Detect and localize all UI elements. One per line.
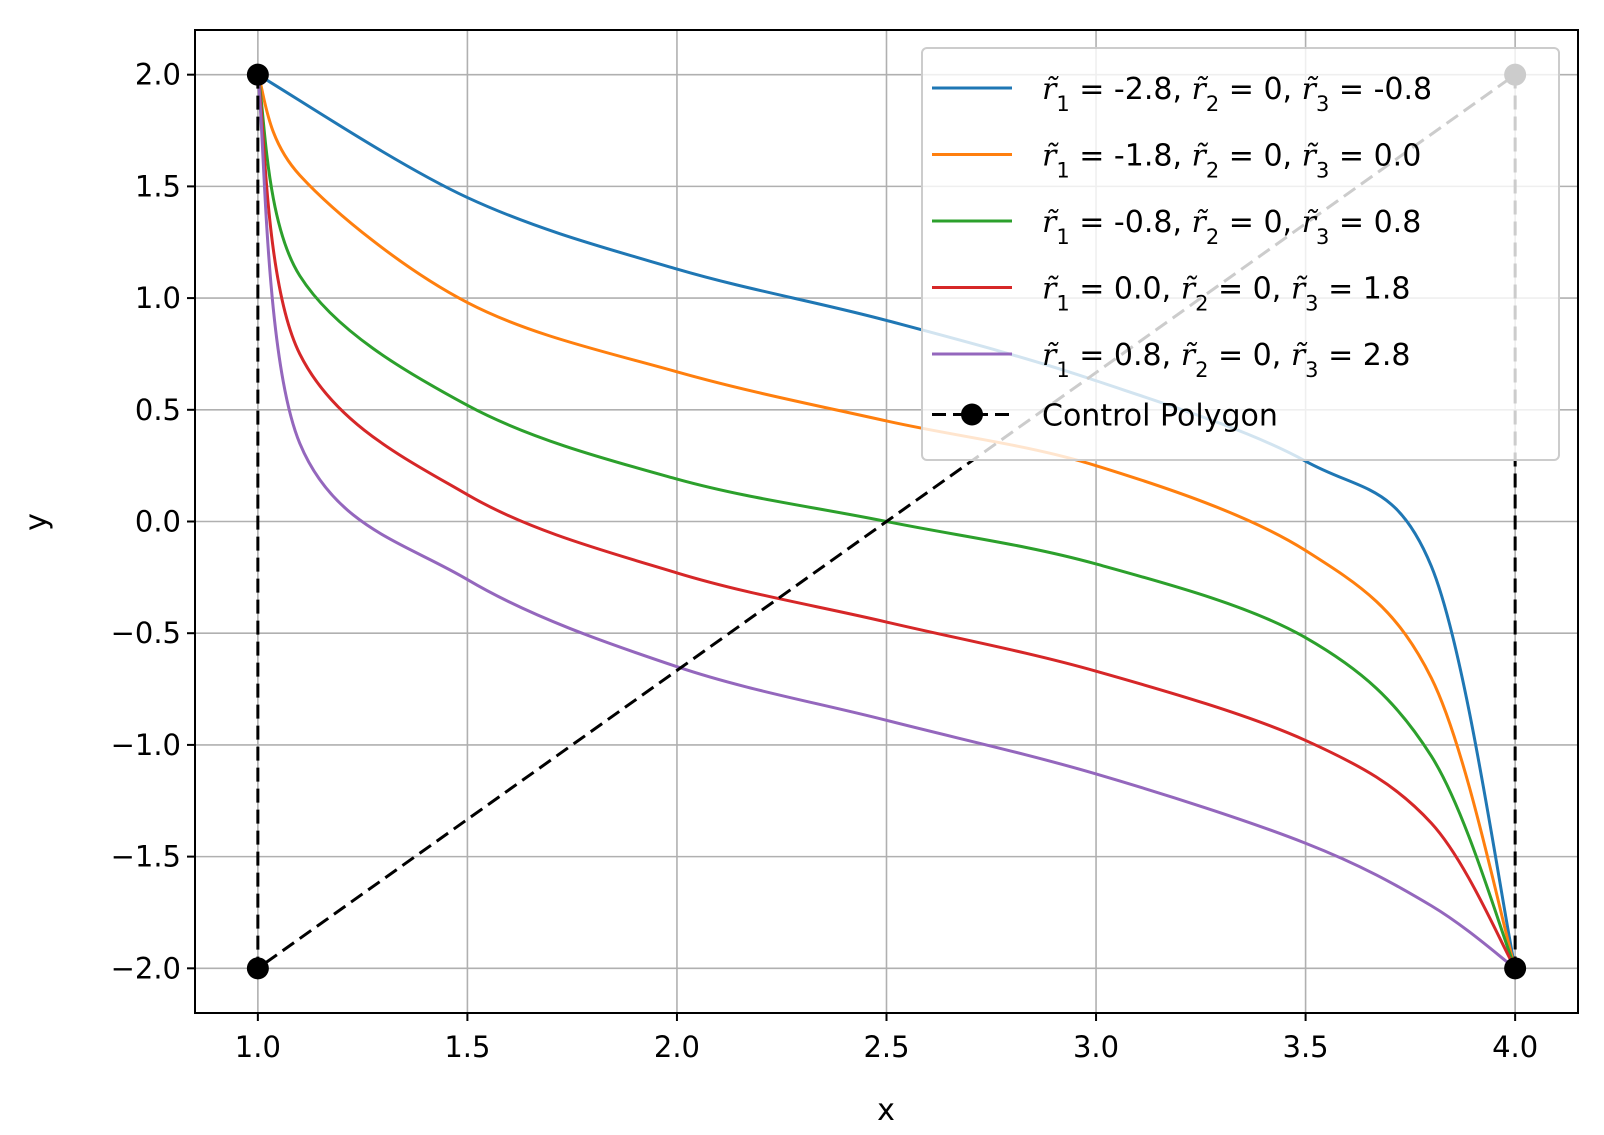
legend-math-symbol: r̃ bbox=[1302, 139, 1319, 174]
legend-value: = 0, bbox=[1208, 272, 1290, 307]
legend-value: = 0, bbox=[1208, 338, 1290, 373]
legend-math-symbol: r̃ bbox=[1302, 205, 1319, 240]
x-tick-label: 4.0 bbox=[1492, 1030, 1538, 1064]
y-axis-ticks: 2.0 1.5 1.0 0.5 0.0 −0.5 −1.0 −1.5 −2.0 bbox=[111, 58, 195, 985]
y-tick-label: −0.5 bbox=[111, 616, 181, 650]
legend-value: = 0.8, bbox=[1070, 338, 1181, 373]
legend-entry-control-polygon: Control Polygon bbox=[1042, 399, 1278, 434]
legend-subscript: 2 bbox=[1206, 225, 1219, 249]
legend-subscript: 1 bbox=[1056, 92, 1069, 116]
legend-subscript: 1 bbox=[1056, 225, 1069, 249]
legend-math-symbol: r̃ bbox=[1192, 205, 1209, 240]
legend-math-symbol: r̃ bbox=[1042, 338, 1059, 373]
legend-math-symbol: r̃ bbox=[1042, 139, 1059, 174]
legend-value: = 1.8 bbox=[1319, 272, 1411, 307]
legend-value: = 0, bbox=[1219, 205, 1301, 240]
legend-math-symbol: r̃ bbox=[1302, 72, 1319, 107]
x-tick-label: 2.5 bbox=[863, 1030, 909, 1064]
control-point bbox=[1504, 957, 1527, 980]
x-tick-label: 2.0 bbox=[654, 1030, 700, 1064]
legend-subscript: 3 bbox=[1305, 358, 1318, 382]
x-tick-label: 1.5 bbox=[444, 1030, 490, 1064]
legend-math-symbol: r̃ bbox=[1181, 338, 1198, 373]
x-axis-label: x bbox=[877, 1093, 895, 1128]
legend-entry-5: r̃1 = 0.8, r̃2 = 0, r̃3 = 2.8 bbox=[1042, 338, 1410, 382]
legend-value: = -0.8 bbox=[1329, 72, 1432, 107]
y-tick-label: −2.0 bbox=[111, 951, 181, 985]
legend-value: = -2.8, bbox=[1070, 72, 1192, 107]
legend-math-symbol: r̃ bbox=[1042, 72, 1059, 107]
legend-subscript: 3 bbox=[1316, 92, 1329, 116]
legend-value: = 0, bbox=[1219, 72, 1301, 107]
legend-subscript: 1 bbox=[1056, 292, 1069, 316]
legend-subscript: 3 bbox=[1316, 225, 1329, 249]
y-tick-label: 0.5 bbox=[135, 393, 181, 427]
y-tick-label: 1.5 bbox=[135, 169, 181, 203]
y-tick-label: 0.0 bbox=[135, 505, 181, 539]
y-tick-label: −1.5 bbox=[111, 840, 181, 874]
legend-subscript: 1 bbox=[1056, 358, 1069, 382]
control-polygon-line bbox=[256, 71, 1517, 972]
x-tick-label: 3.5 bbox=[1283, 1030, 1329, 1064]
legend-entry-1: r̃1 = -2.8, r̃2 = 0, r̃3 = -0.8 bbox=[1042, 72, 1432, 116]
legend-subscript: 1 bbox=[1056, 159, 1069, 183]
legend-subscript: 2 bbox=[1206, 92, 1219, 116]
legend-box bbox=[921, 47, 1560, 461]
control-point bbox=[246, 957, 269, 980]
x-axis-ticks: 1.0 1.5 2.0 2.5 3.0 3.5 4.0 bbox=[235, 1013, 1538, 1064]
x-tick-label: 3.0 bbox=[1073, 1030, 1119, 1064]
legend-math-symbol: r̃ bbox=[1291, 338, 1308, 373]
legend-subscript: 3 bbox=[1316, 159, 1329, 183]
control-point bbox=[246, 63, 269, 86]
x-tick-label: 1.0 bbox=[235, 1030, 281, 1064]
legend-entry-2: r̃1 = -1.8, r̃2 = 0, r̃3 = 0.0 bbox=[1042, 139, 1421, 183]
legend-math-symbol: r̃ bbox=[1042, 205, 1059, 240]
legend-value: = 2.8 bbox=[1319, 338, 1411, 373]
legend-math-symbol: r̃ bbox=[1181, 272, 1198, 307]
legend-math-symbol: r̃ bbox=[1042, 272, 1059, 307]
legend-math-symbol: r̃ bbox=[1192, 72, 1209, 107]
legend-marker-control-polygon bbox=[961, 403, 983, 426]
legend-value: = 0, bbox=[1219, 139, 1301, 174]
y-tick-label: 2.0 bbox=[135, 58, 181, 92]
legend-subscript: 2 bbox=[1206, 159, 1219, 183]
y-axis-label: y bbox=[19, 513, 54, 531]
y-tick-label: −1.0 bbox=[111, 728, 181, 762]
legend-math-symbol: r̃ bbox=[1291, 272, 1308, 307]
legend: r̃1 = -2.8, r̃2 = 0, r̃3 = -0.8r̃1 = -1.… bbox=[921, 47, 1560, 461]
legend-subscript: 2 bbox=[1195, 292, 1208, 316]
legend-value: = 0.8 bbox=[1329, 205, 1421, 240]
legend-value: = -1.8, bbox=[1070, 139, 1192, 174]
legend-subscript: 2 bbox=[1195, 358, 1208, 382]
legend-entry-4: r̃1 = 0.0, r̃2 = 0, r̃3 = 1.8 bbox=[1042, 272, 1410, 316]
legend-math-symbol: r̃ bbox=[1192, 139, 1209, 174]
legend-subscript: 3 bbox=[1305, 292, 1318, 316]
legend-value: = 0.0 bbox=[1329, 139, 1421, 174]
series-line-4 bbox=[256, 74, 1517, 970]
legend-value: = -0.8, bbox=[1070, 205, 1192, 240]
y-tick-label: 1.0 bbox=[135, 281, 181, 315]
legend-entry-3: r̃1 = -0.8, r̃2 = 0, r̃3 = 0.8 bbox=[1042, 205, 1421, 249]
series-line-5 bbox=[256, 74, 1517, 970]
legend-value: = 0.0, bbox=[1070, 272, 1181, 307]
